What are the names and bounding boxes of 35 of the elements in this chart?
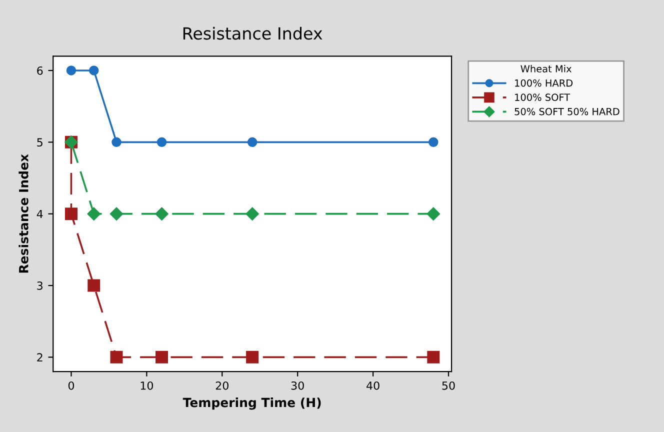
x-tick-label: 40: [366, 381, 380, 390]
y-tick-label: 6: [37, 66, 43, 75]
x-tick-label: 20: [216, 381, 228, 390]
y-tick-label: 4: [36, 210, 43, 218]
point: [112, 137, 122, 148]
legend-label: 50% SOFT 50% HARD: [514, 108, 620, 116]
chart-title: Resistance Index: [183, 26, 322, 40]
y-tick-label: 3: [37, 281, 43, 290]
point: [88, 279, 100, 292]
x-tick-label: 0: [68, 381, 74, 390]
point: [247, 137, 258, 148]
point: [64, 208, 78, 220]
x-tick-label: 30: [291, 381, 304, 390]
point: [110, 207, 124, 220]
point: [66, 66, 76, 76]
y-axis-title: Resistance Index: [18, 154, 28, 273]
y-tick-label: 5: [37, 138, 42, 147]
point: [155, 207, 168, 220]
point: [426, 207, 440, 220]
y-tick-label: 2: [37, 353, 42, 362]
x-axis-title: Tempering Time (H): [182, 398, 321, 410]
point: [110, 350, 123, 364]
legend-label: 100% HARD: [515, 79, 573, 87]
point: [428, 137, 438, 148]
point: [427, 350, 440, 364]
point: [89, 66, 99, 76]
point: [87, 207, 100, 220]
x-tick-label: 10: [140, 381, 154, 390]
point: [246, 350, 259, 364]
legend-label: 100% SOFT: [515, 94, 570, 101]
point: [246, 207, 259, 220]
point: [156, 137, 167, 148]
legend-title: Wheat Mix: [520, 64, 572, 72]
point: [156, 350, 168, 364]
x-tick-label: 50: [442, 381, 455, 390]
